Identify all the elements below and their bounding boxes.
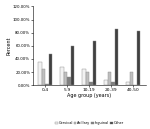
Bar bbox=[38, 62, 42, 85]
Bar bbox=[130, 72, 133, 85]
Bar bbox=[64, 72, 67, 85]
Bar bbox=[60, 67, 64, 85]
Bar bbox=[108, 72, 111, 85]
Bar bbox=[115, 29, 118, 85]
Bar bbox=[86, 72, 89, 85]
Bar bbox=[111, 82, 115, 85]
Bar bbox=[89, 82, 93, 85]
Bar bbox=[82, 69, 86, 85]
Bar bbox=[137, 31, 140, 85]
Bar bbox=[42, 69, 45, 85]
X-axis label: Age group (years): Age group (years) bbox=[67, 93, 111, 98]
Legend: Cervical, Axillary, Inguinal, Other: Cervical, Axillary, Inguinal, Other bbox=[53, 120, 125, 127]
Bar bbox=[49, 54, 52, 85]
Bar bbox=[71, 46, 74, 85]
Bar bbox=[126, 82, 130, 85]
Bar bbox=[67, 77, 71, 85]
Bar bbox=[45, 84, 49, 85]
Bar bbox=[93, 41, 96, 85]
Bar bbox=[104, 80, 108, 85]
Y-axis label: Percent: Percent bbox=[6, 37, 11, 55]
